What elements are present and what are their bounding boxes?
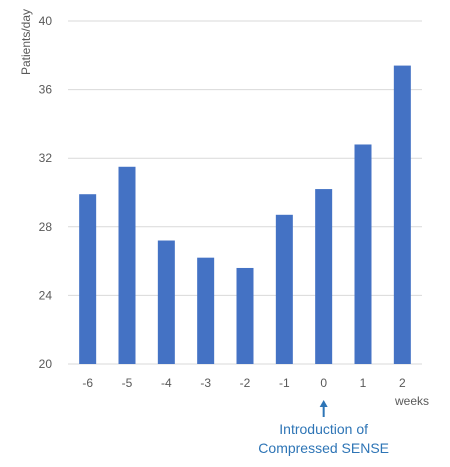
bar-week--6 <box>79 194 97 364</box>
x-axis-unit-label: weeks <box>394 394 429 408</box>
y-tick-label: 28 <box>39 220 53 234</box>
bar-week--2 <box>236 267 254 364</box>
bar-week-0 <box>315 189 333 364</box>
annotation: Introduction of Compressed SENSE <box>258 400 389 456</box>
bar-week--4 <box>157 240 175 364</box>
x-tick-labels: -6 -5 -4 -3 -2 -1 0 1 2 <box>82 376 406 390</box>
x-tick-label: 1 <box>360 376 367 390</box>
y-tick-label: 24 <box>39 288 53 302</box>
x-tick-label: -2 <box>240 376 251 390</box>
x-tick-label: -4 <box>161 376 172 390</box>
bar-week--3 <box>197 257 215 364</box>
annotation-arrow-head <box>319 400 328 407</box>
x-tick-label: -3 <box>200 376 211 390</box>
x-tick-label: 2 <box>399 376 406 390</box>
y-tick-label: 36 <box>39 83 53 97</box>
bar-week-1 <box>354 144 372 364</box>
y-tick-labels: 20 24 28 32 36 40 <box>39 14 53 371</box>
x-tick-label: -1 <box>279 376 290 390</box>
y-tick-label: 40 <box>39 14 53 28</box>
annotation-text-line-1: Introduction of <box>279 421 368 437</box>
y-tick-label: 32 <box>39 151 53 165</box>
x-tick-label: -5 <box>122 376 133 390</box>
bars <box>79 65 411 364</box>
y-tick-label: 20 <box>39 357 53 371</box>
y-axis-title: Patients/day <box>19 9 33 75</box>
bar-week--5 <box>118 166 136 364</box>
x-tick-label: 0 <box>320 376 327 390</box>
bar-week-2 <box>393 65 411 364</box>
bar-week--1 <box>275 214 293 364</box>
x-tick-label: -6 <box>82 376 93 390</box>
annotation-text-line-2: Compressed SENSE <box>258 440 389 456</box>
